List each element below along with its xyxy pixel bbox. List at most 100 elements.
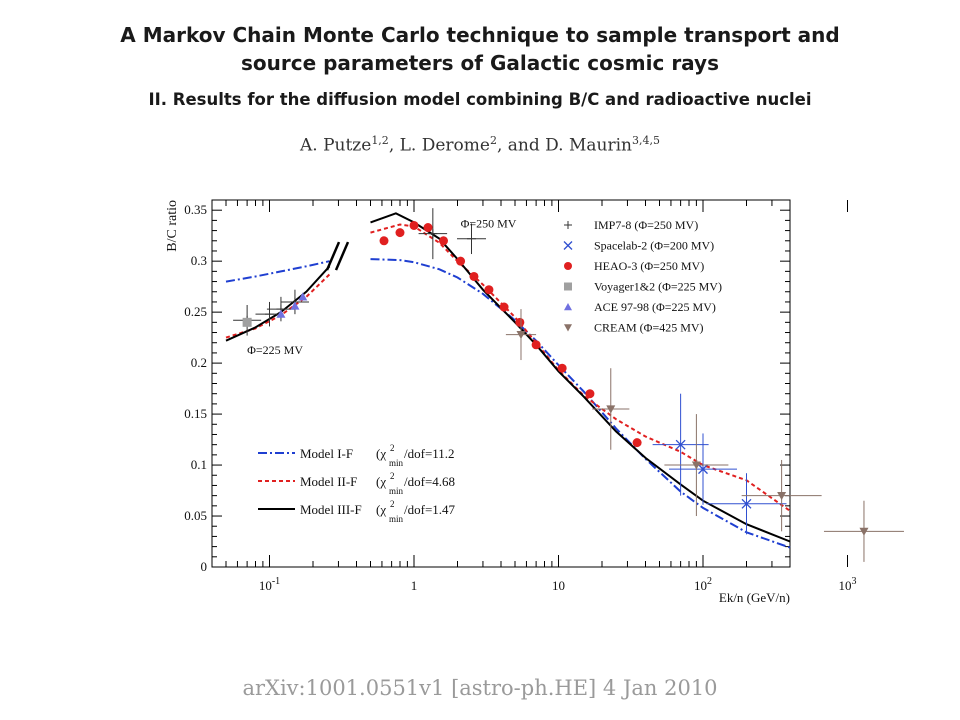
legend-chi2-sub: min bbox=[389, 486, 404, 496]
legend-model-name: Model III-F bbox=[300, 502, 362, 517]
marker-circle bbox=[564, 262, 572, 270]
y-tick-label: 0.3 bbox=[191, 253, 207, 268]
legend-model-fit: /dof=1.47 bbox=[404, 502, 456, 517]
marker-triangle bbox=[298, 292, 308, 301]
marker-triangle-down bbox=[691, 461, 701, 470]
marker-circle bbox=[585, 389, 595, 399]
x-tick-base: 10 bbox=[552, 578, 565, 593]
legend-model-fit: /dof=11.2 bbox=[404, 446, 455, 461]
author-name: D. Maurin bbox=[545, 135, 632, 156]
legend-series-label: CREAM (Φ=425 MV) bbox=[594, 321, 704, 335]
x-tick-label: 103 bbox=[839, 576, 857, 593]
legend-series-label: IMP7-8 (Φ=250 MV) bbox=[594, 218, 698, 232]
y-tick-label: 0.2 bbox=[191, 355, 207, 370]
author-list: A. Putze1,2, L. Derome2, and D. Maurin3,… bbox=[0, 134, 960, 156]
x-tick-label: 1 bbox=[411, 578, 418, 593]
marker-circle bbox=[423, 223, 433, 233]
marker-square bbox=[564, 282, 572, 291]
x-tick-exponent: 3 bbox=[852, 576, 857, 587]
phi-annotation: Φ=250 MV bbox=[461, 217, 517, 231]
marker-circle bbox=[531, 340, 541, 350]
marker-circle bbox=[469, 271, 479, 281]
legend-model-chi2: (χ bbox=[376, 446, 386, 461]
legend-series-label: Voyager1&2 (Φ=225 MV) bbox=[594, 280, 722, 294]
marker-plus bbox=[428, 229, 438, 239]
marker-triangle bbox=[276, 309, 286, 318]
x-tick-base: 10 bbox=[839, 578, 852, 593]
y-tick-label: 0.05 bbox=[184, 508, 207, 523]
x-tick-exponent: -1 bbox=[272, 576, 280, 587]
marker-triangle-down bbox=[777, 492, 787, 501]
x-tick-label: 10 bbox=[552, 578, 565, 593]
phi-annotation: Φ=225 MV bbox=[247, 343, 303, 357]
legend-model-chi2: (χ bbox=[376, 474, 386, 489]
model-curve bbox=[370, 258, 791, 549]
marker-circle bbox=[515, 317, 525, 327]
x-tick-base: 1 bbox=[411, 578, 418, 593]
x-tick-exponent: 2 bbox=[707, 576, 712, 587]
marker-triangle-down bbox=[516, 330, 526, 340]
paper-subtitle: II. Results for the diffusion model comb… bbox=[148, 90, 812, 109]
marker-plus bbox=[564, 221, 572, 229]
marker-triangle-down bbox=[564, 324, 572, 332]
author-separator: , and bbox=[496, 135, 546, 156]
marker-plus bbox=[467, 234, 477, 244]
paper-title-line-2: source parameters of Galactic cosmic ray… bbox=[240, 51, 720, 75]
axis-break-mark bbox=[334, 241, 350, 271]
legend-series-label: Spacelab-2 (Φ=200 MV) bbox=[594, 239, 714, 253]
model-curve bbox=[370, 212, 791, 543]
legend-model-fit: /dof=4.68 bbox=[404, 474, 455, 489]
legend-chi2-sub: min bbox=[389, 514, 404, 524]
marker-circle bbox=[438, 236, 448, 246]
x-tick-base: 10 bbox=[259, 578, 272, 593]
legend-model-name: Model I-F bbox=[300, 446, 353, 461]
y-tick-label: 0 bbox=[201, 559, 208, 574]
marker-cross bbox=[698, 464, 708, 475]
legend-series-label: HEAO-3 (Φ=250 MV) bbox=[594, 259, 704, 273]
marker-cross bbox=[675, 439, 686, 450]
y-tick-label: 0.1 bbox=[191, 457, 207, 472]
model-curve bbox=[225, 265, 331, 342]
legend-chi2-exp: 2 bbox=[390, 499, 395, 509]
marker-triangle bbox=[564, 303, 572, 311]
author-affiliation: 1,2 bbox=[371, 134, 389, 147]
model-curve bbox=[225, 260, 330, 283]
marker-plus bbox=[265, 309, 275, 319]
marker-triangle-down bbox=[606, 405, 616, 414]
marker-square bbox=[242, 317, 252, 327]
marker-triangle-down bbox=[859, 527, 869, 536]
model-curve bbox=[370, 223, 791, 512]
marker-circle bbox=[456, 256, 466, 266]
author-name: L. Derome bbox=[399, 135, 490, 156]
legend-chi2-exp: 2 bbox=[390, 443, 395, 453]
legend-model-name: Model II-F bbox=[300, 474, 357, 489]
y-axis-label: B/C ratio bbox=[165, 200, 180, 252]
marker-cross bbox=[563, 241, 573, 250]
plot-frame bbox=[211, 199, 791, 568]
legend-model-chi2: (χ bbox=[376, 502, 386, 517]
y-tick-label: 0.25 bbox=[184, 304, 207, 319]
marker-circle bbox=[379, 236, 389, 246]
paper-title-line-1: A Markov Chain Monte Carlo technique to … bbox=[120, 23, 840, 47]
arxiv-identifier: arXiv:1001.0551v1 [astro-ph.HE] 4 Jan 20… bbox=[242, 676, 718, 700]
marker-circle bbox=[499, 302, 509, 312]
marker-circle bbox=[409, 220, 419, 230]
author-affiliation: 2 bbox=[489, 134, 497, 147]
x-tick-label: 102 bbox=[694, 576, 712, 593]
axis-break-mark bbox=[325, 241, 341, 271]
author-name: A. Putze bbox=[299, 135, 372, 156]
author-separator: , bbox=[388, 135, 400, 156]
legend-series-label: ACE 97-98 (Φ=225 MV) bbox=[594, 300, 716, 314]
x-tick-label: 10-1 bbox=[259, 576, 280, 593]
y-tick-label: 0.35 bbox=[184, 202, 207, 217]
marker-circle bbox=[395, 228, 405, 238]
x-tick-base: 10 bbox=[694, 578, 707, 593]
legend-chi2-sub: min bbox=[389, 458, 404, 468]
y-tick-label: 0.15 bbox=[184, 406, 207, 421]
legend-chi2-exp: 2 bbox=[390, 471, 395, 481]
marker-circle bbox=[557, 363, 567, 373]
marker-cross bbox=[741, 498, 752, 509]
author-affiliation: 3,4,5 bbox=[632, 134, 660, 147]
marker-circle bbox=[484, 285, 494, 295]
